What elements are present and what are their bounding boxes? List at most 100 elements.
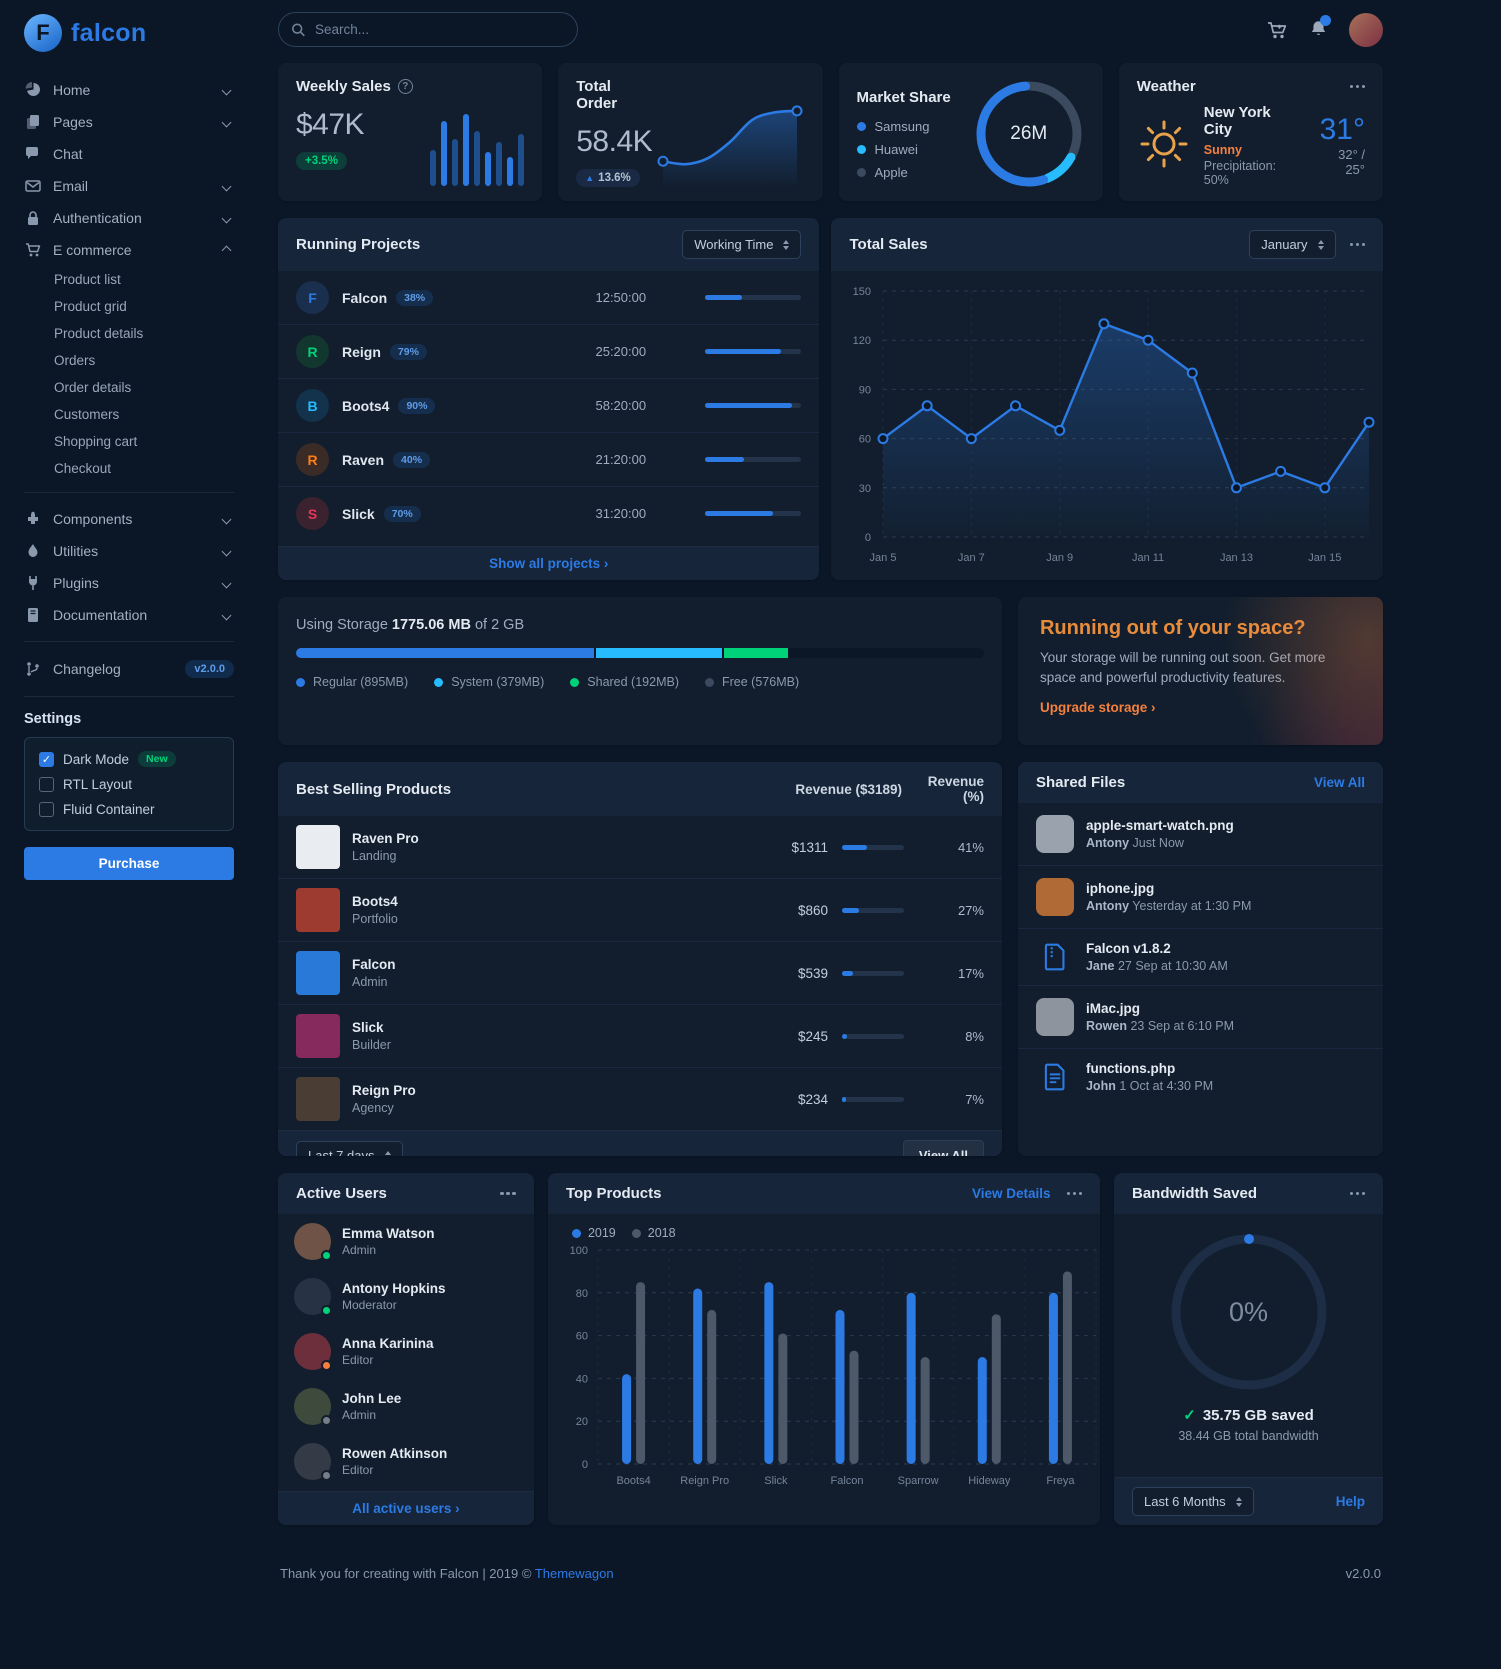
more-menu-icon[interactable] bbox=[1066, 1191, 1082, 1196]
option-label: Dark Mode bbox=[63, 751, 130, 767]
project-row[interactable]: R Raven 40% 21:20:00 bbox=[278, 432, 820, 486]
list-item[interactable]: Anna Karinina Editor bbox=[278, 1324, 534, 1379]
project-name: Boots4 bbox=[342, 397, 390, 414]
projects-list: F Falcon 38% 12:50:00 R Reign 79% 25:20:00… bbox=[278, 271, 820, 540]
more-menu-icon[interactable] bbox=[1349, 1191, 1365, 1196]
sidebar-subitem-shopping-cart[interactable]: Shopping cart bbox=[54, 434, 138, 449]
more-menu-icon[interactable] bbox=[500, 1191, 516, 1196]
sidebar-item-changelog[interactable]: Changelog v2.0.0 bbox=[24, 652, 234, 686]
user-avatar[interactable] bbox=[1349, 12, 1383, 47]
bandwidth-pct: 0% bbox=[1228, 1296, 1269, 1327]
sidebar-item-email[interactable]: Email bbox=[24, 170, 234, 202]
sidebar-item-utilities[interactable]: Utilities bbox=[24, 535, 234, 567]
sidebar-item-label: Changelog bbox=[53, 661, 121, 677]
bottom-row: Active Users Emma Watson Admin Antony Hop… bbox=[278, 1173, 1383, 1525]
all-active-users-link[interactable]: All active users › bbox=[352, 1501, 460, 1516]
purchase-button[interactable]: Purchase bbox=[24, 847, 234, 880]
product-category: Portfolio bbox=[352, 912, 398, 926]
weather-precipitation: Precipitation: 50% bbox=[1203, 158, 1277, 187]
file-thumbnail bbox=[1035, 998, 1074, 1036]
sidebar-subitem-product-grid[interactable]: Product grid bbox=[54, 299, 127, 314]
sidebar-subitem-order-details[interactable]: Order details bbox=[54, 380, 132, 395]
project-row[interactable]: R Reign 79% 25:20:00 bbox=[278, 324, 820, 378]
list-item[interactable]: Rowen Atkinson Editor bbox=[278, 1434, 534, 1489]
table-row[interactable]: Raven Pro Landing $1311 41% bbox=[278, 816, 1002, 878]
sidebar-subitem-customers[interactable]: Customers bbox=[54, 407, 120, 422]
svg-text:0: 0 bbox=[865, 532, 871, 544]
sidebar-item-documentation[interactable]: Documentation bbox=[24, 599, 234, 631]
plug-icon bbox=[24, 575, 42, 591]
fluid-container-checkbox[interactable]: Fluid Container bbox=[39, 802, 219, 817]
project-row[interactable]: F Falcon 38% 12:50:00 bbox=[278, 271, 819, 324]
project-name: Raven bbox=[342, 451, 385, 468]
file-name: iphone.jpg bbox=[1085, 881, 1155, 896]
storage-used: 1775.06 MB bbox=[391, 617, 471, 633]
file-name: Falcon v1.8.2 bbox=[1085, 941, 1171, 956]
help-link[interactable]: Help bbox=[1335, 1494, 1365, 1509]
list-item[interactable]: functions.php John 1 Oct at 4:30 PM bbox=[1017, 1048, 1383, 1105]
months-select[interactable]: Last 6 Months bbox=[1132, 1487, 1254, 1516]
list-item[interactable]: Emma Watson Admin bbox=[278, 1214, 534, 1269]
view-all-link[interactable]: View All bbox=[1313, 775, 1365, 790]
notifications-bell-icon[interactable] bbox=[1308, 15, 1331, 40]
status-dot bbox=[321, 1360, 332, 1371]
legend-label: 2019 bbox=[587, 1226, 616, 1240]
lock-icon bbox=[24, 210, 42, 226]
list-item[interactable]: iMac.jpg Rowen 23 Sep at 6:10 PM bbox=[1017, 985, 1383, 1048]
project-row[interactable]: S Slick 70% 31:20:00 bbox=[278, 486, 820, 540]
page-footer: Thank you for creating with Falcon | 201… bbox=[278, 1542, 1383, 1589]
checkbox-checked-icon: ✓ bbox=[39, 751, 54, 767]
project-avatar: S bbox=[296, 497, 329, 530]
period-select[interactable]: Last 7 days bbox=[296, 1141, 403, 1156]
card-title: Running Projects bbox=[296, 236, 421, 253]
sidebar-subitem-checkout[interactable]: Checkout bbox=[54, 461, 112, 476]
list-item[interactable]: apple-smart-watch.png Antony Just Now bbox=[1018, 803, 1383, 865]
view-all-button[interactable]: View All bbox=[902, 1140, 984, 1156]
list-item[interactable]: Falcon v1.8.2 Jane 27 Sep at 10:30 AM bbox=[1017, 928, 1383, 985]
svg-text:Freya: Freya bbox=[1046, 1475, 1075, 1487]
dark-mode-checkbox[interactable]: ✓ Dark Mode New bbox=[39, 751, 219, 767]
show-all-projects-link[interactable]: Show all projects › bbox=[489, 556, 609, 571]
more-menu-icon[interactable] bbox=[1349, 84, 1365, 89]
storage-segment-shared bbox=[724, 648, 789, 658]
help-icon[interactable]: ? bbox=[397, 79, 413, 94]
legend-label: Samsung bbox=[874, 118, 930, 134]
cart-icon[interactable] bbox=[1267, 20, 1288, 40]
sidebar-item-chat[interactable]: Chat bbox=[24, 138, 234, 170]
project-row[interactable]: B Boots4 90% 58:20:00 bbox=[278, 378, 820, 432]
checkbox-icon bbox=[39, 777, 54, 792]
sidebar-subitem-product-list[interactable]: Product list bbox=[54, 272, 121, 287]
sidebar-item-ecommerce[interactable]: E commerce bbox=[24, 234, 234, 266]
list-item[interactable]: iphone.jpg Antony Yesterday at 1:30 PM bbox=[1017, 865, 1383, 928]
legend-dot bbox=[570, 677, 580, 687]
sidebar-item-pages[interactable]: Pages bbox=[24, 106, 234, 138]
list-item[interactable]: John Lee Admin bbox=[278, 1379, 534, 1434]
sidebar-subitem-orders[interactable]: Orders bbox=[54, 353, 96, 368]
status-dot bbox=[321, 1250, 332, 1261]
search-input[interactable] bbox=[278, 12, 578, 47]
view-details-link[interactable]: View Details bbox=[971, 1186, 1051, 1201]
search-box bbox=[278, 12, 578, 47]
sidebar-item-authentication[interactable]: Authentication bbox=[24, 202, 234, 234]
sidebar-item-plugins[interactable]: Plugins bbox=[24, 567, 234, 599]
month-select[interactable]: January bbox=[1249, 230, 1336, 259]
sidebar-subitem-product-details[interactable]: Product details bbox=[54, 326, 144, 341]
sidebar-item-components[interactable]: Components bbox=[24, 503, 234, 535]
upgrade-storage-link[interactable]: Upgrade storage › bbox=[1039, 700, 1156, 716]
table-row[interactable]: Slick Builder $245 8% bbox=[278, 1004, 1002, 1067]
table-row[interactable]: Falcon Admin $539 17% bbox=[278, 941, 1002, 1004]
brand-logo[interactable]: F falcon bbox=[24, 14, 234, 52]
rtl-layout-checkbox[interactable]: RTL Layout bbox=[39, 777, 219, 792]
sidebar-item-home[interactable]: Home bbox=[24, 74, 234, 106]
working-time-select[interactable]: Working Time bbox=[682, 230, 802, 259]
themewagon-link[interactable]: Themewagon bbox=[534, 1566, 614, 1581]
more-menu-icon[interactable] bbox=[1349, 242, 1365, 247]
card-title: Shared Files bbox=[1035, 774, 1126, 791]
table-row[interactable]: Reign Pro Agency $234 7% bbox=[278, 1067, 1002, 1130]
project-badge: 79% bbox=[389, 343, 427, 360]
file-time: 27 Sep at 10:30 AM bbox=[1117, 959, 1228, 973]
weekly-sales-badge: +3.5% bbox=[296, 152, 347, 170]
user-role: Editor bbox=[342, 1463, 374, 1477]
list-item[interactable]: Antony Hopkins Moderator bbox=[278, 1269, 534, 1324]
table-row[interactable]: Boots4 Portfolio $860 27% bbox=[278, 878, 1002, 941]
